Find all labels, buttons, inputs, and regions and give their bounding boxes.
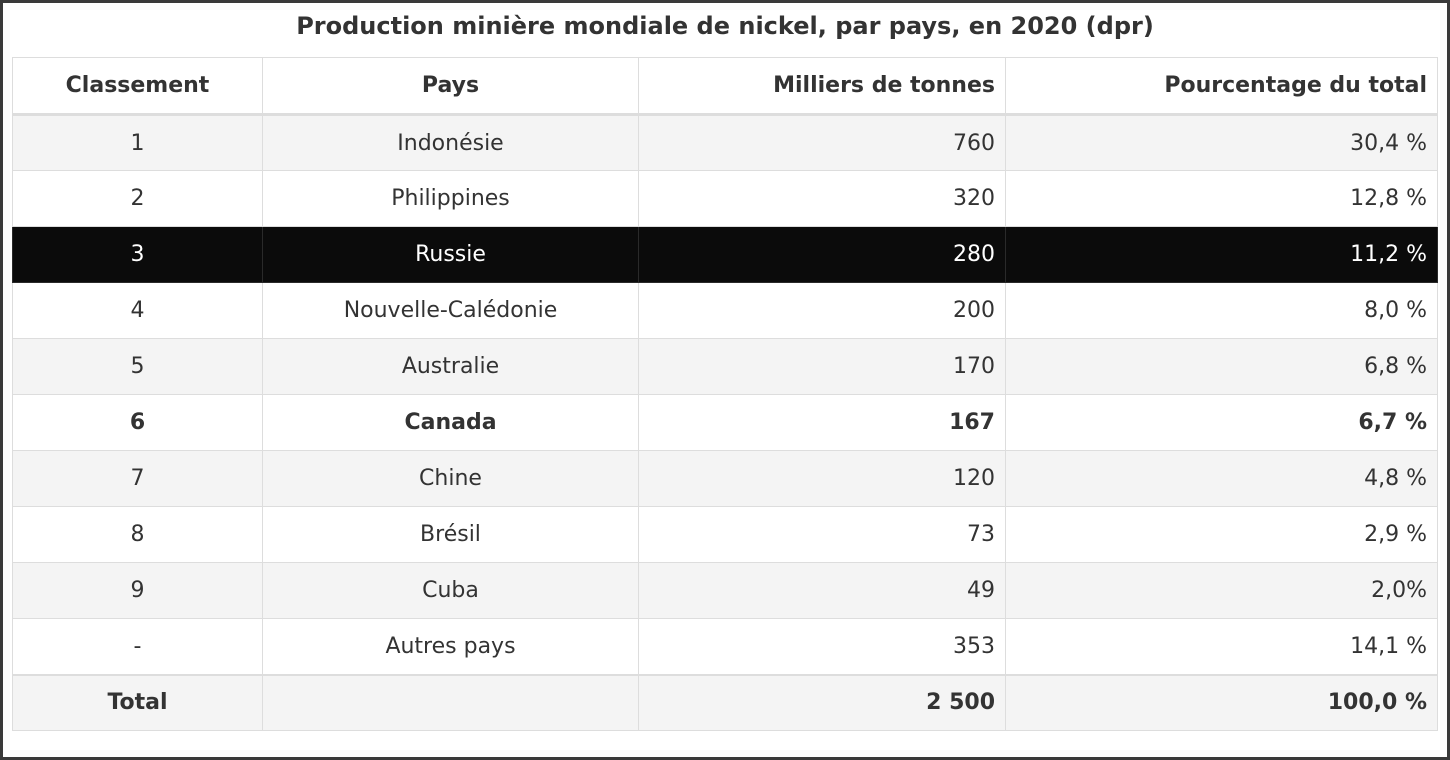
table-row: - Autres pays 353 14,1 % xyxy=(12,618,1438,675)
cell-percentage: 2,0% xyxy=(1005,562,1438,619)
table-row: 7 Chine 120 4,8 % xyxy=(12,450,1438,507)
cell-rank: - xyxy=(12,618,263,675)
table-total-row: Total 2 500 100,0 % xyxy=(12,673,1438,731)
cell-thousand-tonnes: 320 xyxy=(638,170,1006,227)
table-row-bold: 6 Canada 167 6,7 % xyxy=(12,394,1438,451)
cell-thousand-tonnes: 167 xyxy=(638,394,1006,451)
cell-percentage: 2,9 % xyxy=(1005,506,1438,563)
cell-rank: 6 xyxy=(12,394,263,451)
header-country: Pays xyxy=(262,57,639,116)
cell-percentage: 8,0 % xyxy=(1005,282,1438,339)
cell-thousand-tonnes: 353 xyxy=(638,618,1006,675)
cell-country: Chine xyxy=(262,450,639,507)
cell-country: Philippines xyxy=(262,170,639,227)
table-title: Production minière mondiale de nickel, p… xyxy=(296,12,1154,40)
cell-rank: 5 xyxy=(12,338,263,395)
table-row-highlighted: 3 Russie 280 11,2 % xyxy=(12,226,1438,283)
cell-rank: 7 xyxy=(12,450,263,507)
table-row: 8 Brésil 73 2,9 % xyxy=(12,506,1438,563)
cell-percentage: 4,8 % xyxy=(1005,450,1438,507)
cell-thousand-tonnes: 760 xyxy=(638,114,1006,171)
table-row: 1 Indonésie 760 30,4 % xyxy=(12,114,1438,171)
cell-thousand-tonnes: 280 xyxy=(638,226,1006,283)
header-rank: Classement xyxy=(12,57,263,116)
cell-country: Brésil xyxy=(262,506,639,563)
header-thousand-tonnes: Milliers de tonnes xyxy=(638,57,1006,116)
cell-rank: 2 xyxy=(12,170,263,227)
cell-country: Australie xyxy=(262,338,639,395)
cell-percentage: 6,7 % xyxy=(1005,394,1438,451)
cell-rank: 1 xyxy=(12,114,263,171)
nickel-production-table: Classement Pays Milliers de tonnes Pourc… xyxy=(12,57,1438,731)
cell-thousand-tonnes: 120 xyxy=(638,450,1006,507)
cell-percentage: 30,4 % xyxy=(1005,114,1438,171)
cell-country: Russie xyxy=(262,226,639,283)
table-row: 2 Philippines 320 12,8 % xyxy=(12,170,1438,227)
header-percentage: Pourcentage du total xyxy=(1005,57,1438,116)
table-row: 5 Australie 170 6,8 % xyxy=(12,338,1438,395)
cell-thousand-tonnes: 200 xyxy=(638,282,1006,339)
cell-rank: 8 xyxy=(12,506,263,563)
cell-thousand-tonnes: 73 xyxy=(638,506,1006,563)
total-thousand-tonnes: 2 500 xyxy=(638,673,1006,731)
cell-country: Nouvelle-Calédonie xyxy=(262,282,639,339)
table-header-row: Classement Pays Milliers de tonnes Pourc… xyxy=(12,57,1438,116)
table-row: 4 Nouvelle-Calédonie 200 8,0 % xyxy=(12,282,1438,339)
cell-thousand-tonnes: 49 xyxy=(638,562,1006,619)
cell-country: Cuba xyxy=(262,562,639,619)
cell-rank: 9 xyxy=(12,562,263,619)
total-country-empty xyxy=(262,673,639,731)
total-label: Total xyxy=(12,673,263,731)
table-row: 9 Cuba 49 2,0% xyxy=(12,562,1438,619)
total-percentage: 100,0 % xyxy=(1005,673,1438,731)
cell-thousand-tonnes: 170 xyxy=(638,338,1006,395)
cell-country: Canada xyxy=(262,394,639,451)
cell-percentage: 14,1 % xyxy=(1005,618,1438,675)
cell-percentage: 12,8 % xyxy=(1005,170,1438,227)
cell-rank: 4 xyxy=(12,282,263,339)
cell-country: Autres pays xyxy=(262,618,639,675)
cell-country: Indonésie xyxy=(262,114,639,171)
cell-percentage: 6,8 % xyxy=(1005,338,1438,395)
cell-rank: 3 xyxy=(12,226,263,283)
cell-percentage: 11,2 % xyxy=(1005,226,1438,283)
